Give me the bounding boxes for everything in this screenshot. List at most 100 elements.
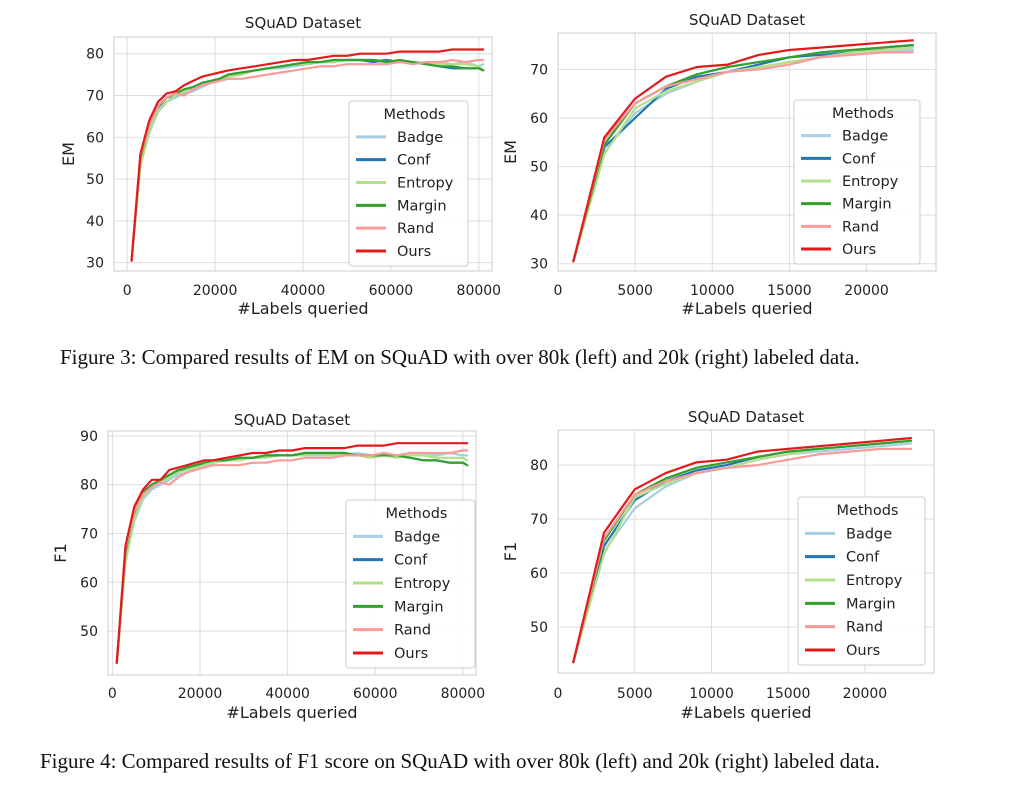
- legend-box: [345, 499, 476, 669]
- y-tick-label: 30: [530, 257, 548, 273]
- legend-label-badge: Badge: [397, 130, 443, 146]
- x-tick-label: 0: [123, 283, 132, 299]
- figure-3-caption: Figure 3: Compared results of EM on SQuA…: [60, 345, 860, 369]
- chart-panel-1: 0 20000 40000 60000 80000 30 40 50 60 70 80 SQuAD D…: [59, 14, 501, 318]
- legend: Methods Badge Conf Entropy Margin Rand Ours: [345, 499, 476, 669]
- x-tick-label: 10000: [689, 686, 734, 702]
- x-axis-label: #Labels queried: [681, 299, 812, 318]
- legend-title: Methods: [386, 506, 448, 522]
- series-line-ours: [130, 48, 485, 262]
- chart-panel-4: 0 5000 10000 15000 20000 50 60 70 80 SQuAD Datase…: [501, 408, 935, 722]
- y-axis-label: EM: [501, 140, 520, 164]
- y-tick-label: 50: [530, 620, 548, 636]
- x-tick-label: 20000: [178, 686, 223, 702]
- y-axis-label: F1: [51, 543, 70, 562]
- legend-label-conf: Conf: [394, 553, 428, 569]
- y-tick-label: 70: [530, 62, 548, 78]
- legend-label-entropy: Entropy: [842, 174, 899, 190]
- series-line-ours: [572, 39, 915, 263]
- series-line-ours: [572, 437, 913, 664]
- series-line-rand: [115, 449, 469, 664]
- x-axis-label: #Labels queried: [237, 299, 368, 318]
- legend-title: Methods: [837, 503, 899, 519]
- legend-label-conf: Conf: [846, 550, 880, 566]
- legend-label-margin: Margin: [846, 596, 896, 612]
- plot-frame: [557, 32, 937, 272]
- plot-frame: [557, 429, 935, 674]
- x-axis-label: #Labels queried: [680, 703, 811, 722]
- legend-box: [797, 496, 926, 666]
- x-tick-label: 20000: [193, 283, 238, 299]
- y-axis-label: F1: [501, 542, 520, 561]
- legend-label-margin: Margin: [842, 197, 892, 213]
- chart-panel-3: 0 20000 40000 60000 80000 50 60 70 80 90 SQuAD Dat…: [51, 411, 485, 722]
- x-axis-label: #Labels queried: [226, 703, 357, 722]
- legend-label-badge: Badge: [394, 529, 440, 545]
- legend-label-ours: Ours: [842, 242, 876, 258]
- x-tick-label: 5000: [617, 283, 653, 299]
- x-tick-label: 5000: [617, 686, 653, 702]
- x-tick-label: 0: [108, 686, 117, 702]
- legend-label-rand: Rand: [846, 620, 883, 636]
- x-tick-label: 80000: [457, 283, 502, 299]
- x-tick-label: 60000: [369, 283, 414, 299]
- legend-label-entropy: Entropy: [397, 176, 454, 192]
- legend-label-conf: Conf: [842, 151, 876, 167]
- y-axis-label: EM: [59, 142, 78, 166]
- legend-label-conf: Conf: [397, 153, 431, 169]
- chart-title: SQuAD Dataset: [234, 411, 350, 429]
- legend: Methods Badge Conf Entropy Margin Rand Ours: [348, 100, 469, 267]
- y-tick-label: 80: [80, 478, 98, 494]
- y-tick-label: 90: [80, 429, 98, 445]
- x-tick-label: 20000: [844, 283, 889, 299]
- x-tick-label: 80000: [441, 686, 486, 702]
- legend-box: [793, 99, 921, 265]
- x-tick-label: 40000: [281, 283, 326, 299]
- legend: Methods Badge Conf Entropy Margin Rand Ours: [797, 496, 926, 666]
- legend-label-rand: Rand: [397, 221, 434, 237]
- legend-label-entropy: Entropy: [846, 573, 903, 589]
- y-tick-label: 50: [530, 160, 548, 176]
- chart-title: SQuAD Dataset: [245, 14, 361, 32]
- x-tick-label: 15000: [767, 283, 812, 299]
- chart-title: SQuAD Dataset: [689, 11, 805, 29]
- legend-label-badge: Badge: [842, 129, 888, 145]
- legend-label-entropy: Entropy: [394, 576, 451, 592]
- plot-frame: [113, 36, 493, 272]
- legend-label-badge: Badge: [846, 526, 892, 542]
- x-tick-label: 10000: [690, 283, 735, 299]
- series-line-entropy: [115, 451, 469, 664]
- y-tick-label: 60: [530, 111, 548, 127]
- x-tick-label: 0: [554, 283, 563, 299]
- legend-label-rand: Rand: [394, 623, 431, 639]
- x-tick-label: 15000: [766, 686, 811, 702]
- y-tick-label: 50: [80, 624, 98, 640]
- x-tick-label: 0: [554, 686, 563, 702]
- legend: Methods Badge Conf Entropy Margin Rand Ours: [793, 99, 921, 265]
- y-tick-label: 70: [80, 526, 98, 542]
- x-tick-label: 40000: [265, 686, 310, 702]
- series-line-ours: [115, 442, 469, 664]
- y-tick-label: 60: [80, 575, 98, 591]
- figure-4-caption: Figure 4: Compared results of F1 score o…: [40, 749, 880, 773]
- legend-label-margin: Margin: [397, 198, 447, 214]
- legend-label-ours: Ours: [846, 643, 880, 659]
- legend-label-ours: Ours: [397, 244, 431, 260]
- y-tick-label: 40: [86, 214, 104, 230]
- series-line-rand: [130, 58, 485, 262]
- legend-box: [348, 100, 469, 267]
- y-tick-label: 70: [530, 512, 548, 528]
- y-tick-label: 80: [86, 47, 104, 63]
- chart-panel-2: 0 5000 10000 15000 20000 30 40 50 60 70 SQuAD Data…: [501, 11, 937, 318]
- legend-label-margin: Margin: [394, 599, 444, 615]
- x-tick-label: 20000: [843, 686, 888, 702]
- y-tick-label: 60: [86, 130, 104, 146]
- y-tick-label: 30: [86, 256, 104, 272]
- y-tick-label: 40: [530, 208, 548, 224]
- y-tick-label: 50: [86, 172, 104, 188]
- series-line-entropy: [572, 46, 915, 263]
- chart-title: SQuAD Dataset: [688, 408, 804, 426]
- y-tick-label: 70: [86, 89, 104, 105]
- y-tick-label: 60: [530, 566, 548, 582]
